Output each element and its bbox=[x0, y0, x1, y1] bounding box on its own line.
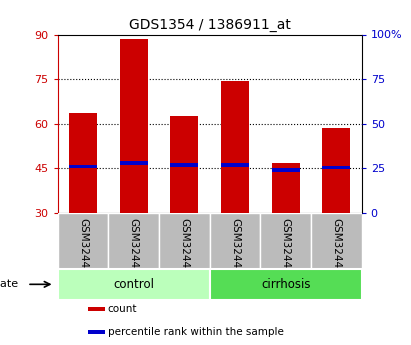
Bar bbox=[170, 163, 198, 167]
Text: GSM32445: GSM32445 bbox=[331, 218, 341, 274]
Text: GSM32440: GSM32440 bbox=[78, 218, 88, 274]
Bar bbox=[120, 39, 148, 213]
Bar bbox=[108, 213, 159, 269]
Bar bbox=[58, 269, 210, 300]
Bar bbox=[311, 213, 362, 269]
Text: percentile rank within the sample: percentile rank within the sample bbox=[108, 327, 284, 337]
Bar bbox=[210, 213, 260, 269]
Bar bbox=[159, 213, 210, 269]
Text: cirrhosis: cirrhosis bbox=[261, 278, 310, 291]
Text: GSM32444: GSM32444 bbox=[281, 218, 291, 274]
Text: control: control bbox=[113, 278, 154, 291]
Bar bbox=[210, 269, 362, 300]
Title: GDS1354 / 1386911_at: GDS1354 / 1386911_at bbox=[129, 18, 291, 32]
Bar bbox=[322, 128, 350, 213]
Bar bbox=[322, 166, 350, 169]
Bar bbox=[260, 213, 311, 269]
Text: GSM32442: GSM32442 bbox=[179, 218, 189, 274]
Bar bbox=[272, 168, 300, 172]
Bar bbox=[69, 114, 97, 213]
Bar bbox=[221, 163, 249, 167]
Bar bbox=[272, 162, 300, 213]
Bar bbox=[58, 213, 108, 269]
Text: GSM32443: GSM32443 bbox=[230, 218, 240, 274]
Bar bbox=[221, 81, 249, 213]
Text: disease state: disease state bbox=[0, 279, 18, 289]
Text: GSM32441: GSM32441 bbox=[129, 218, 139, 274]
Bar bbox=[88, 307, 105, 311]
Bar bbox=[88, 330, 105, 334]
Bar bbox=[69, 165, 97, 168]
Bar bbox=[170, 116, 198, 213]
Bar bbox=[120, 161, 148, 165]
Text: count: count bbox=[108, 304, 137, 314]
